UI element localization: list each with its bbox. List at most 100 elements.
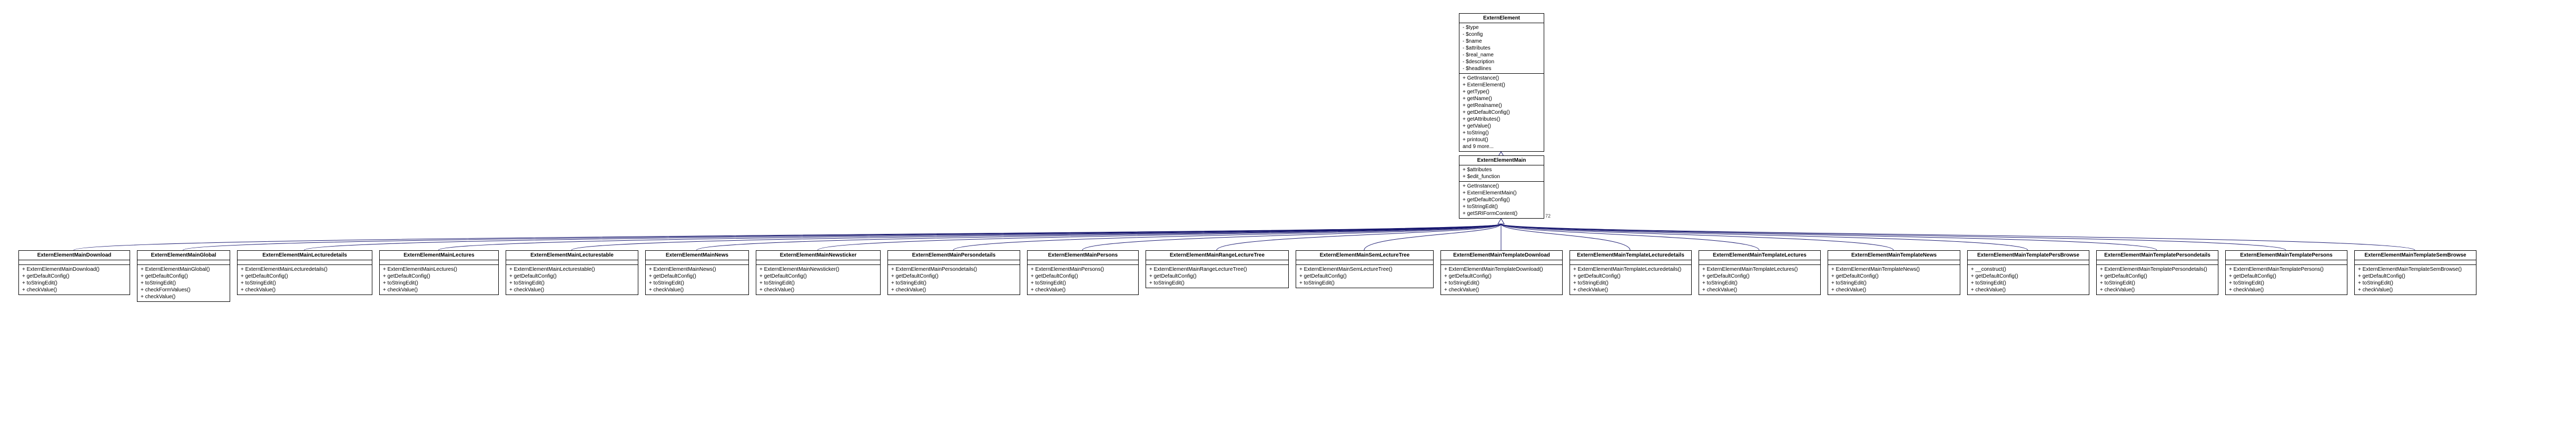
- method-line: + getName(): [1463, 95, 1541, 102]
- methods-child: + ExternElementMainLecturestable()+ getD…: [506, 265, 638, 295]
- class-box-child: ExternElementMainRangeLectureTree+ Exter…: [1146, 250, 1289, 288]
- method-line: + toStringEdit(): [891, 280, 1016, 287]
- method-line: + getSRIFormContent(): [1463, 210, 1541, 217]
- attrs-child: [2226, 260, 2347, 265]
- class-box-child: ExternElementMainTemplateLectures+ Exter…: [1699, 250, 1821, 295]
- class-box-child: ExternElementMainNews+ ExternElementMain…: [645, 250, 749, 295]
- method-line: + toStringEdit(): [241, 280, 369, 287]
- class-box-root: ExternElement - $type- $config- $name- $…: [1459, 13, 1544, 152]
- method-line: + ExternElementMain(): [1463, 190, 1541, 197]
- method-line: + getDefaultConfig(): [1463, 197, 1541, 203]
- method-line: + toStringEdit(): [1299, 280, 1430, 287]
- class-box-child: ExternElementMainLecturestable+ ExternEl…: [506, 250, 638, 295]
- method-line: + checkValue(): [759, 287, 877, 293]
- method-line: + checkValue(): [1573, 287, 1688, 293]
- method-line: + getDefaultConfig(): [2100, 273, 2215, 280]
- methods-middle: + GetInstance()+ ExternElementMain()+ ge…: [1459, 182, 1544, 218]
- method-line: + toStringEdit(): [1573, 280, 1688, 287]
- attribute-line: - $real_name: [1463, 52, 1541, 58]
- method-line: + ExternElementMainRangeLectureTree(): [1149, 266, 1285, 273]
- class-name-child: ExternElementMainDownload: [19, 251, 130, 260]
- method-line: + toStringEdit(): [509, 280, 635, 287]
- method-line: + GetInstance(): [1463, 75, 1541, 82]
- method-line: + toString(): [1463, 130, 1541, 136]
- class-box-child: ExternElementMainGlobal + ExternElementMa…: [137, 250, 230, 302]
- method-line: + ExternElementMainNews(): [649, 266, 745, 273]
- attrs-child: [1968, 260, 2089, 265]
- method-line: + getType(): [1463, 89, 1541, 95]
- class-box-child: ExternElementMainTemplatePersons+ Extern…: [2225, 250, 2347, 295]
- methods-child: + __construct()+ getDefaultConfig()+ toS…: [1968, 265, 2089, 295]
- attribute-line: + $edit_function: [1463, 173, 1541, 180]
- method-line: + toStringEdit(): [22, 280, 126, 287]
- method-line: + ExternElementMainTemplateDownload(): [1444, 266, 1559, 273]
- methods-child: + ExternElementMainNews()+ getDefaultCon…: [646, 265, 748, 295]
- methods-child: + ExternElementMainTemplatePersons()+ ge…: [2226, 265, 2347, 295]
- methods-child: + ExternElementMainRangeLectureTree()+ g…: [1146, 265, 1288, 288]
- attrs-child: [1441, 260, 1562, 265]
- relation-label: 72: [1545, 213, 1551, 219]
- method-line: + getDefaultConfig(): [141, 273, 226, 280]
- attribute-line: - $attributes: [1463, 45, 1541, 52]
- method-line: + getDefaultConfig(): [383, 273, 495, 280]
- class-box-child: ExternElementMainLectures+ ExternElement…: [379, 250, 499, 295]
- method-line: + toStringEdit(): [759, 280, 877, 287]
- class-name-child: ExternElementMainTemplateNews: [1828, 251, 1960, 260]
- method-line: + getDefaultConfig(): [759, 273, 877, 280]
- attrs-child: [19, 260, 130, 265]
- method-line: + getDefaultConfig(): [1463, 109, 1541, 116]
- method-line: + getRealname(): [1463, 102, 1541, 109]
- method-line: + toStringEdit(): [1702, 280, 1817, 287]
- method-line: + toStringEdit(): [2358, 280, 2473, 287]
- method-line: + getDefaultConfig(): [1031, 273, 1135, 280]
- method-line: + checkValue(): [2229, 287, 2344, 293]
- method-line: + toStringEdit(): [1463, 203, 1541, 210]
- methods-child: + ExternElementMainTemplateSemBrowse()+ …: [2355, 265, 2476, 295]
- method-line: + getDefaultConfig(): [509, 273, 635, 280]
- method-line: + checkValue(): [241, 287, 369, 293]
- method-line: + ExternElementMainTemplateSemBrowse(): [2358, 266, 2473, 273]
- method-line: + toStringEdit(): [141, 280, 226, 287]
- method-line: + getAttributes(): [1463, 116, 1541, 123]
- class-name-child: ExternElementMainTemplateLectures: [1699, 251, 1820, 260]
- method-line: + getDefaultConfig(): [2358, 273, 2473, 280]
- method-line: + ExternElementMainGlobal(): [141, 266, 226, 273]
- method-line: + getValue(): [1463, 123, 1541, 130]
- methods-child: + ExternElementMainTemplateDownload()+ g…: [1441, 265, 1562, 295]
- class-name-child: ExternElementMainTemplateDownload: [1441, 251, 1562, 260]
- class-name-child: ExternElementMainPersons: [1028, 251, 1138, 260]
- class-box-middle: ExternElementMain + $attributes+ $edit_f…: [1459, 155, 1544, 219]
- class-box-child: ExternElementMainPersons + ExternElementM…: [1027, 250, 1139, 295]
- class-name-child: ExternElementMainTemplatePersondetails: [2097, 251, 2218, 260]
- attrs-child: [238, 260, 372, 265]
- methods-child: + ExternElementMainPersons()+ getDefault…: [1028, 265, 1138, 295]
- methods-child: + ExternElementMainGlobal()+ getDefaultC…: [137, 265, 230, 301]
- method-line: + checkFormValues(): [141, 287, 226, 293]
- methods-root: + GetInstance()+ ExternElement()+ getTyp…: [1459, 74, 1544, 151]
- class-box-child: ExternElementMainTemplateLecturedetails +…: [1570, 250, 1692, 295]
- attrs-child: [888, 260, 1020, 265]
- attrs-root: - $type- $config- $name- $attributes- $r…: [1459, 23, 1544, 74]
- attrs-child: [1828, 260, 1960, 265]
- class-name-child: ExternElementMainTemplateSemBrowse: [2355, 251, 2476, 260]
- class-name-child: ExternElementMainGlobal: [137, 251, 230, 260]
- class-box-child: ExternElementMainNewsticker+ ExternEleme…: [756, 250, 881, 295]
- class-name-middle: ExternElementMain: [1459, 156, 1544, 165]
- method-line: + checkValue(): [509, 287, 635, 293]
- method-line: + toStringEdit(): [2229, 280, 2344, 287]
- attrs-child: [646, 260, 748, 265]
- method-line: + checkValue(): [2100, 287, 2215, 293]
- class-name-child: ExternElementMainTemplateLecturedetails: [1570, 251, 1691, 260]
- methods-child: + ExternElementMainLecturedetails()+ get…: [238, 265, 372, 295]
- method-line: + getDefaultConfig(): [891, 273, 1016, 280]
- attribute-line: - $type: [1463, 24, 1541, 31]
- class-box-child: ExternElementMainTemplateNews+ ExternEle…: [1828, 250, 1960, 295]
- method-line: + checkValue(): [1031, 287, 1135, 293]
- class-name-root: ExternElement: [1459, 14, 1544, 23]
- attribute-line: - $config: [1463, 31, 1541, 38]
- uml-inheritance-diagram: ExternElement - $type- $config- $name- $…: [8, 8, 2576, 414]
- method-line: + checkValue(): [1971, 287, 2086, 293]
- method-line: + ExternElement(): [1463, 82, 1541, 89]
- attrs-child: [380, 260, 498, 265]
- method-line: + toStringEdit(): [1444, 280, 1559, 287]
